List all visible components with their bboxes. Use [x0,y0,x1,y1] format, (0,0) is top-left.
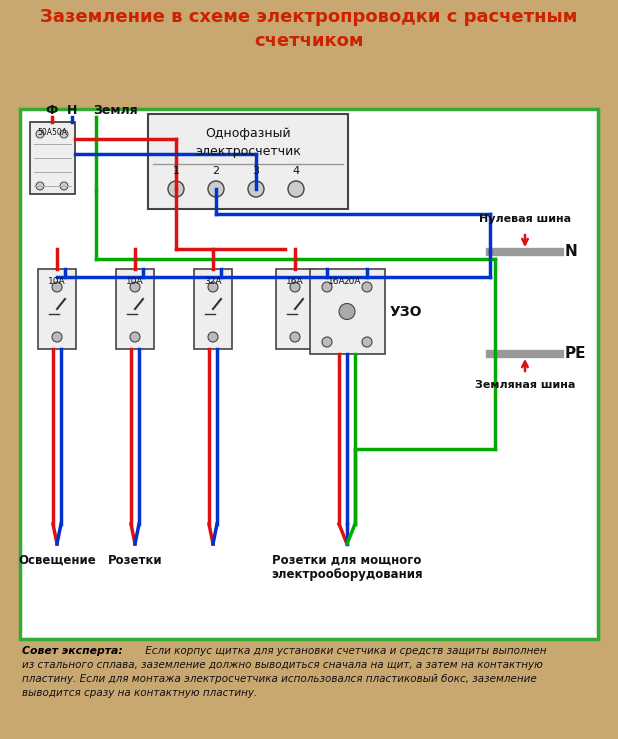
Circle shape [248,181,264,197]
Bar [30,122,75,194]
Text: Совет эксперта:: Совет эксперта: [22,646,123,656]
Circle shape [208,282,218,292]
Circle shape [36,182,44,190]
Text: 32A: 32A [205,277,222,286]
Text: Земляная шина: Земляная шина [475,380,575,390]
Text: электрооборудования: электрооборудования [271,568,423,581]
Text: Однофазный: Однофазный [205,128,291,140]
Circle shape [130,332,140,342]
Text: Н: Н [67,104,77,117]
Text: пластину. Если для монтажа электросчетчика использовался пластиковый бокс, зазем: пластину. Если для монтажа электросчетчи… [22,674,537,684]
Bar [310,269,384,354]
Text: выводится сразу на контактную пластину.: выводится сразу на контактную пластину. [22,688,257,698]
Bar [194,269,232,349]
Circle shape [208,181,224,197]
Text: 10A: 10A [126,277,144,286]
Text: 10A: 10A [48,277,66,286]
Text: Земля: Земля [93,104,138,117]
Circle shape [52,282,62,292]
Circle shape [60,182,68,190]
Text: электросчетчик: электросчетчик [195,145,301,157]
Text: Нулевая шина: Нулевая шина [479,214,571,224]
Text: 3: 3 [253,166,260,176]
Text: 4: 4 [292,166,300,176]
Bar [20,109,598,639]
Circle shape [130,282,140,292]
Text: N: N [565,245,578,259]
Bar [38,269,76,349]
Circle shape [290,282,300,292]
Text: PE: PE [565,347,586,361]
Bar [148,114,348,209]
Text: 20A: 20A [343,277,361,286]
Text: УЗО: УЗО [389,304,422,319]
Circle shape [168,181,184,197]
Bar [116,269,154,349]
Text: Освещение: Освещение [18,554,96,567]
Circle shape [339,304,355,319]
Circle shape [322,282,332,292]
Circle shape [362,337,372,347]
Text: Розетки: Розетки [108,554,163,567]
Text: 50A50A: 50A50A [38,128,67,137]
Circle shape [288,181,304,197]
Text: из стального сплава, заземление должно выводиться сначала на щит, а затем на кон: из стального сплава, заземление должно в… [22,660,543,670]
Circle shape [208,332,218,342]
Circle shape [290,332,300,342]
Text: Розетки для мощного: Розетки для мощного [273,554,421,567]
Text: 16A: 16A [328,277,346,286]
Circle shape [36,130,44,138]
Text: 2: 2 [213,166,219,176]
Text: Ф: Ф [46,104,58,117]
Circle shape [322,337,332,347]
Circle shape [60,130,68,138]
Text: Если корпус щитка для установки счетчика и средств защиты выполнен: Если корпус щитка для установки счетчика… [142,646,546,656]
Text: 1: 1 [172,166,179,176]
Text: 16A: 16A [286,277,304,286]
Circle shape [362,282,372,292]
Bar [276,269,314,349]
Circle shape [52,332,62,342]
Text: Заземление в схеме электропроводки с расчетным
счетчиком: Заземление в схеме электропроводки с рас… [40,7,578,50]
